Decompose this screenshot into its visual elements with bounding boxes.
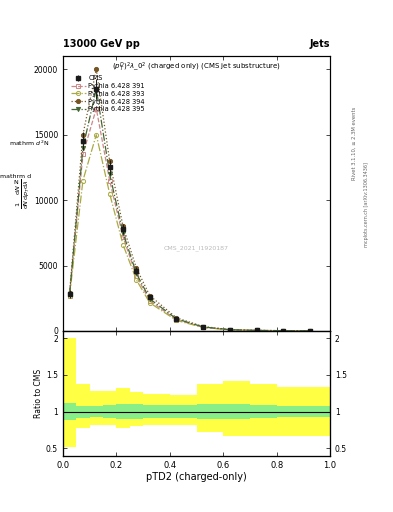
Pythia 6.428 393 bbox=[201, 325, 206, 331]
Pythia 6.428 395 bbox=[228, 327, 232, 333]
Pythia 6.428 394 bbox=[67, 290, 72, 296]
Pythia 6.428 395 bbox=[67, 291, 72, 297]
Pythia 6.428 393 bbox=[67, 292, 72, 298]
Pythia 6.428 395 bbox=[121, 230, 125, 236]
Pythia 6.428 394 bbox=[201, 324, 206, 330]
Pythia 6.428 391 bbox=[107, 178, 112, 184]
Pythia 6.428 391 bbox=[94, 105, 99, 112]
Pythia 6.428 394 bbox=[308, 328, 312, 334]
Pythia 6.428 394 bbox=[281, 328, 286, 334]
Pythia 6.428 391 bbox=[67, 292, 72, 298]
Pythia 6.428 391 bbox=[254, 327, 259, 333]
Pythia 6.428 391 bbox=[174, 317, 179, 323]
Pythia 6.428 394 bbox=[107, 158, 112, 164]
Pythia 6.428 395 bbox=[201, 324, 206, 330]
Pythia 6.428 391 bbox=[281, 328, 286, 334]
Text: Jets: Jets bbox=[310, 38, 330, 49]
Pythia 6.428 393 bbox=[81, 178, 85, 184]
Pythia 6.428 395 bbox=[254, 327, 259, 333]
Text: CMS_2021_I1920187: CMS_2021_I1920187 bbox=[164, 246, 229, 251]
Pythia 6.428 393 bbox=[147, 300, 152, 306]
Text: mcplots.cern.ch [arXiv:1306.3436]: mcplots.cern.ch [arXiv:1306.3436] bbox=[364, 162, 369, 247]
Pythia 6.428 393 bbox=[254, 327, 259, 333]
Text: Rivet 3.1.10, ≥ 2.3M events: Rivet 3.1.10, ≥ 2.3M events bbox=[352, 106, 357, 180]
Pythia 6.428 391 bbox=[134, 273, 139, 279]
Pythia 6.428 393 bbox=[308, 328, 312, 334]
Pythia 6.428 391 bbox=[81, 152, 85, 158]
Pythia 6.428 394 bbox=[254, 327, 259, 333]
Pythia 6.428 395 bbox=[281, 328, 286, 334]
Pythia 6.428 394 bbox=[94, 67, 99, 73]
Pythia 6.428 395 bbox=[134, 270, 139, 276]
Pythia 6.428 394 bbox=[147, 292, 152, 298]
Pythia 6.428 395 bbox=[81, 145, 85, 151]
Line: Pythia 6.428 391: Pythia 6.428 391 bbox=[68, 106, 312, 333]
Text: $(p_T^D)^2\lambda\_0^2$ (charged only) (CMS jet substructure): $(p_T^D)^2\lambda\_0^2$ (charged only) (… bbox=[112, 60, 281, 74]
Y-axis label: Ratio to CMS: Ratio to CMS bbox=[34, 369, 43, 418]
Pythia 6.428 395 bbox=[94, 86, 99, 92]
Pythia 6.428 391 bbox=[201, 324, 206, 330]
Pythia 6.428 391 bbox=[147, 298, 152, 304]
Line: Pythia 6.428 394: Pythia 6.428 394 bbox=[68, 67, 312, 333]
Pythia 6.428 391 bbox=[121, 233, 125, 240]
Pythia 6.428 394 bbox=[121, 223, 125, 229]
X-axis label: pTD2 (charged-only): pTD2 (charged-only) bbox=[146, 472, 247, 482]
Pythia 6.428 394 bbox=[174, 315, 179, 321]
Text: 13000 GeV pp: 13000 GeV pp bbox=[63, 38, 140, 49]
Pythia 6.428 394 bbox=[228, 327, 232, 333]
Pythia 6.428 393 bbox=[281, 328, 286, 334]
Pythia 6.428 391 bbox=[228, 327, 232, 333]
Pythia 6.428 393 bbox=[121, 242, 125, 248]
Pythia 6.428 393 bbox=[174, 317, 179, 324]
Pythia 6.428 395 bbox=[174, 316, 179, 322]
Pythia 6.428 395 bbox=[308, 328, 312, 334]
Legend: CMS, Pythia 6.428 391, Pythia 6.428 393, Pythia 6.428 394, Pythia 6.428 395: CMS, Pythia 6.428 391, Pythia 6.428 393,… bbox=[68, 73, 147, 115]
Text: mathrm d
N: mathrm d N bbox=[0, 174, 31, 185]
Y-axis label: $\frac{1}{\mathrm{d}N}\frac{\mathrm{d}N}{\mathrm{d}p_T \mathrm{d}\lambda}$: $\frac{1}{\mathrm{d}N}\frac{\mathrm{d}N}… bbox=[15, 178, 32, 209]
Pythia 6.428 391 bbox=[308, 328, 312, 334]
Pythia 6.428 395 bbox=[107, 171, 112, 177]
Pythia 6.428 393 bbox=[94, 132, 99, 138]
Pythia 6.428 393 bbox=[107, 190, 112, 197]
Pythia 6.428 393 bbox=[228, 327, 232, 333]
Line: Pythia 6.428 393: Pythia 6.428 393 bbox=[68, 133, 312, 333]
Pythia 6.428 393 bbox=[134, 277, 139, 283]
Pythia 6.428 394 bbox=[81, 132, 85, 138]
Line: Pythia 6.428 395: Pythia 6.428 395 bbox=[68, 87, 312, 333]
Text: mathrm $d^2$N: mathrm $d^2$N bbox=[9, 139, 50, 148]
Pythia 6.428 395 bbox=[147, 296, 152, 302]
Pythia 6.428 394 bbox=[134, 265, 139, 271]
